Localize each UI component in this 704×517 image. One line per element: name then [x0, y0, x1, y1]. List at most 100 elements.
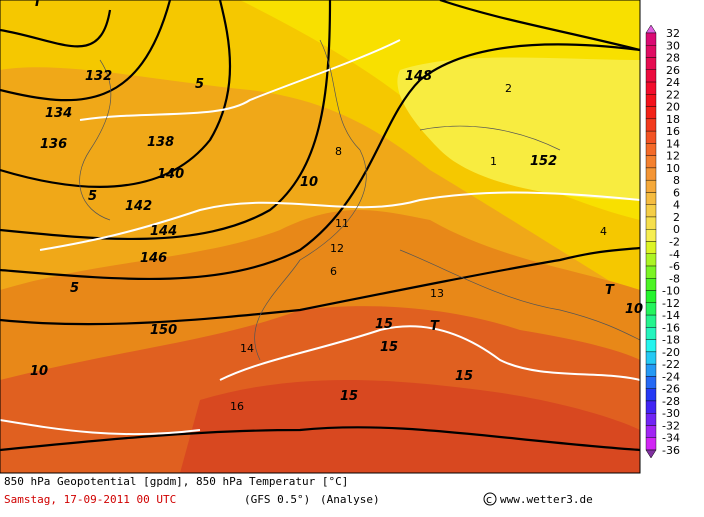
footer-title: 850 hPa Geopotential [gpdm], 850 hPa Tem… — [4, 475, 348, 488]
colorbar-label: -30 — [662, 407, 680, 420]
contour-label: 15 — [340, 389, 358, 404]
contour-label: 144 — [150, 224, 177, 239]
colorbar-swatch — [645, 106, 657, 120]
contour-label: 10 — [30, 364, 48, 379]
colorbar-label: -22 — [662, 358, 680, 371]
contour-label: 10 — [625, 302, 643, 317]
contour-label: 138 — [147, 135, 174, 150]
colorbar-label: 8 — [673, 174, 680, 187]
colorbar-label: -2 — [669, 236, 680, 249]
colorbar-swatch — [645, 388, 657, 402]
colorbar-label: 0 — [673, 223, 680, 236]
colorbar-label: -12 — [662, 297, 680, 310]
contour-label: 13 — [430, 287, 444, 300]
colorbar: 32302826242220181614121086420-2-4-6-8-10… — [645, 24, 680, 459]
colorbar-swatch — [645, 437, 657, 451]
colorbar-label: 14 — [666, 137, 680, 150]
footer-date: Samstag, 17-09-2011 00 UTC — [4, 493, 176, 506]
contour-label: 15 — [455, 369, 473, 384]
contour-label: 2 — [505, 82, 512, 95]
colorbar-swatch — [645, 192, 657, 205]
contour-label: 6 — [330, 265, 337, 278]
contour-label: 136 — [40, 137, 67, 152]
colorbar-label: 28 — [666, 52, 680, 65]
contour-label: 142 — [125, 199, 152, 214]
colorbar-label: 4 — [673, 199, 680, 212]
colorbar-swatch — [645, 327, 657, 340]
colorbar-label: 26 — [666, 64, 680, 77]
contour-label: 5 — [70, 281, 79, 296]
colorbar-swatch — [645, 143, 657, 156]
colorbar-swatch — [645, 265, 657, 279]
colorbar-label: -10 — [662, 285, 680, 298]
colorbar-swatch — [645, 94, 657, 107]
contour-label: 15 — [375, 317, 393, 332]
colorbar-swatch — [645, 81, 657, 95]
contour-label: 5 — [195, 77, 204, 92]
colorbar-label: 12 — [666, 150, 680, 163]
colorbar-label: -24 — [662, 370, 680, 383]
colorbar-swatch — [645, 400, 657, 414]
contour-label: 8 — [335, 145, 342, 158]
colorbar-label: 10 — [666, 162, 680, 175]
contour-label: 12 — [330, 242, 344, 255]
colorbar-label: -16 — [662, 321, 680, 334]
colorbar-swatch — [645, 155, 657, 169]
colorbar-swatch — [645, 167, 657, 181]
colorbar-swatch — [645, 363, 657, 377]
colorbar-label: 6 — [673, 186, 680, 199]
colorbar-label: -26 — [662, 383, 680, 396]
colorbar-swatch — [645, 229, 657, 242]
contour-label: 134 — [45, 106, 72, 121]
colorbar-swatch — [645, 351, 657, 365]
colorbar-swatch — [645, 179, 657, 193]
colorbar-swatch — [645, 216, 657, 230]
contour-label: 4 — [600, 225, 607, 238]
contour-label: T — [430, 319, 440, 334]
colorbar-swatch — [645, 118, 657, 132]
colorbar-label: -4 — [669, 248, 680, 261]
contour-label: 15 — [380, 340, 398, 355]
colorbar-swatch — [645, 45, 657, 58]
colorbar-label: -32 — [662, 419, 680, 432]
contour-label: 1 — [490, 155, 497, 168]
contour-label: 146 — [140, 251, 167, 266]
contour-label: 5 — [88, 189, 97, 204]
contour-label: 132 — [85, 69, 112, 84]
colorbar-swatch — [645, 376, 657, 389]
contour-label: 14 — [240, 342, 254, 355]
contour-label: 148 — [405, 69, 432, 84]
colorbar-swatch — [645, 278, 657, 291]
contour-label: T — [605, 283, 615, 298]
colorbar-label: 20 — [666, 101, 680, 114]
contour-label: 11 — [335, 217, 349, 230]
contour-label: 10 — [300, 175, 318, 190]
colorbar-label: -28 — [662, 395, 680, 408]
colorbar-swatch — [645, 32, 657, 46]
colorbar-arrow-bottom — [645, 449, 657, 459]
colorbar-swatch — [645, 69, 657, 83]
colorbar-swatch — [645, 204, 657, 218]
footer-model: (GFS 0.5°) — [244, 493, 310, 506]
colorbar-label: 16 — [666, 125, 680, 138]
colorbar-swatch — [645, 413, 657, 426]
colorbar-label: -34 — [662, 432, 680, 445]
colorbar-label: -8 — [669, 272, 680, 285]
colorbar-label: 18 — [666, 113, 680, 126]
contour-label: 150 — [150, 323, 177, 338]
colorbar-label: 24 — [666, 76, 680, 89]
colorbar-label: -6 — [669, 260, 680, 273]
colorbar-swatch — [645, 130, 657, 144]
contour-label: 140 — [157, 167, 184, 182]
colorbar-swatch — [645, 314, 657, 328]
colorbar-label: 22 — [666, 88, 680, 101]
copyright-icon — [483, 492, 497, 506]
colorbar-label: -36 — [662, 444, 680, 457]
colorbar-swatch — [645, 339, 657, 353]
contour-label: 16 — [230, 400, 244, 413]
copyright-c: c — [486, 493, 492, 506]
colorbar-swatch — [645, 253, 657, 267]
colorbar-label: 30 — [666, 39, 680, 52]
colorbar-swatch — [645, 290, 657, 304]
